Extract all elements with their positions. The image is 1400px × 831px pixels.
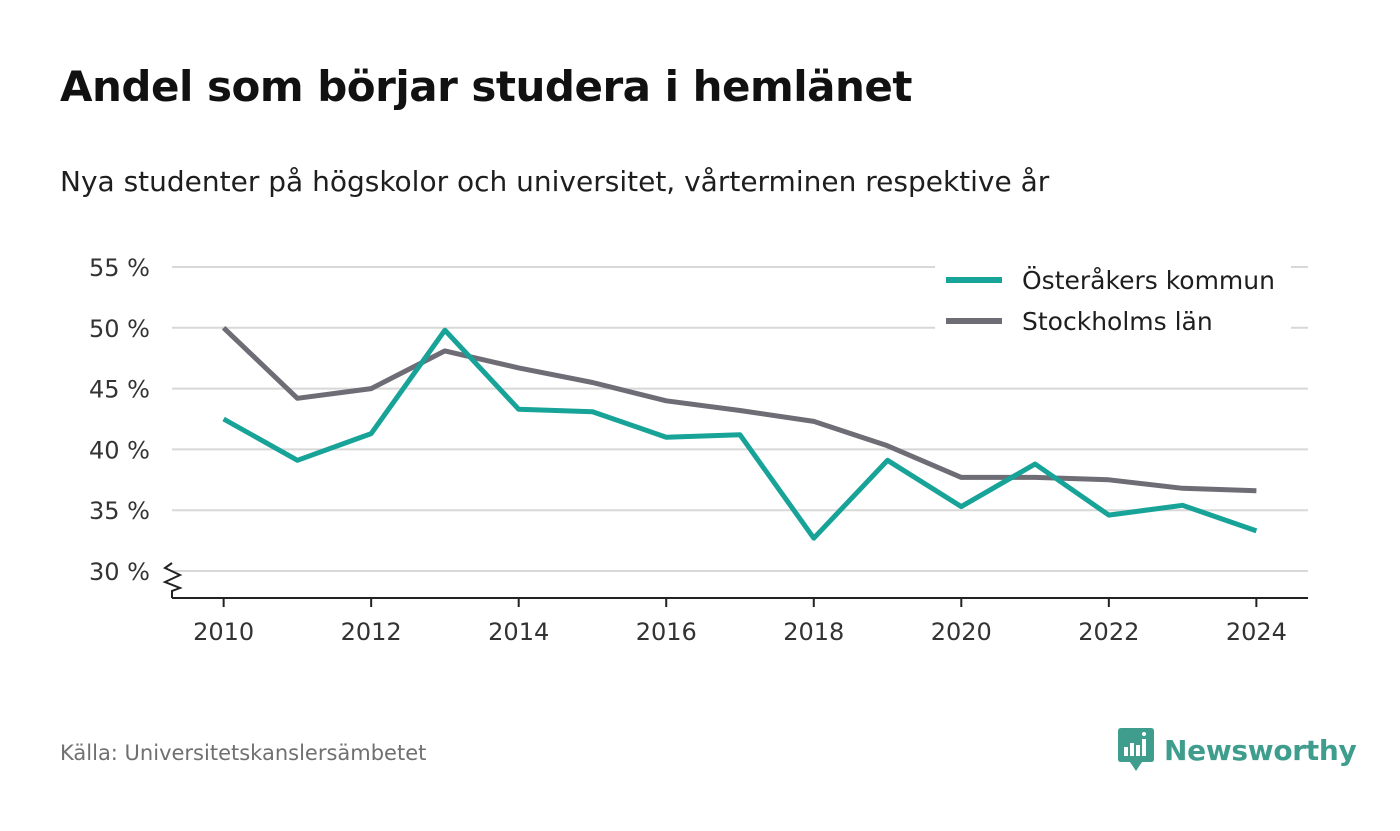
series-line <box>221 325 1257 494</box>
series-line <box>222 327 1258 541</box>
brand-logo[interactable]: Newsworthy <box>1118 728 1357 772</box>
newsworthy-logo-icon <box>1118 728 1154 771</box>
y-tick-label: 55 % <box>89 254 150 282</box>
brand-name: Newsworthy <box>1164 733 1357 767</box>
x-tick-label: 2018 <box>783 618 844 646</box>
chart-subtitle: Nya studenter på högskolor och universit… <box>60 165 1050 198</box>
y-tick-label: 50 % <box>89 315 150 343</box>
y-tick-label: 45 % <box>89 376 150 404</box>
legend-label: Stockholms län <box>1022 307 1213 336</box>
x-tick-label: 2016 <box>636 618 697 646</box>
x-tick-label: 2012 <box>341 618 402 646</box>
y-tick-label: 30 % <box>89 558 150 586</box>
x-tick-label: 2024 <box>1226 618 1287 646</box>
source-note: Källa: Universitetskanslersämbetet <box>60 741 427 765</box>
legend: Österåkers kommun Stockholms län <box>935 256 1291 352</box>
x-tick-label: 2022 <box>1078 618 1139 646</box>
x-tick-label: 2020 <box>931 618 992 646</box>
legend-background <box>935 256 1291 352</box>
x-tick-label: 2014 <box>488 618 549 646</box>
legend-label: Österåkers kommun <box>1022 266 1275 295</box>
axis-break <box>162 562 183 598</box>
x-tick-label: 2010 <box>193 618 254 646</box>
y-tick-label: 40 % <box>89 436 150 464</box>
y-tick-label: 35 % <box>89 497 150 525</box>
chart-title: Andel som börjar studera i hemlänet <box>60 62 913 111</box>
